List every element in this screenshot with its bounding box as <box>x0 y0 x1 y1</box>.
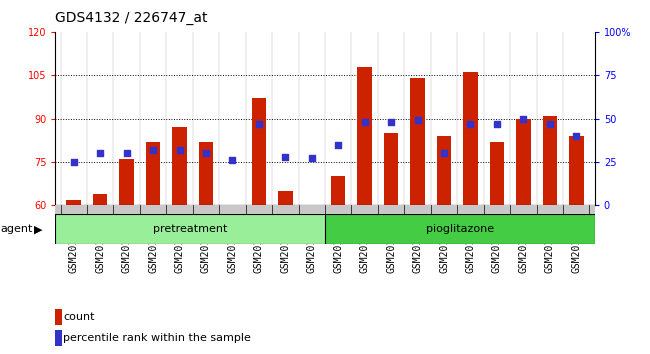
Bar <box>463 72 478 205</box>
Bar <box>516 119 530 205</box>
Point <box>465 121 476 127</box>
Text: count: count <box>63 312 95 322</box>
Text: pretreatment: pretreatment <box>153 224 228 234</box>
Bar <box>278 191 292 205</box>
Bar <box>543 116 557 205</box>
Point <box>227 158 238 163</box>
Point <box>148 147 159 153</box>
Bar <box>146 142 161 205</box>
Bar <box>358 67 372 205</box>
Point <box>386 119 396 125</box>
Point <box>571 133 582 139</box>
Text: ▶: ▶ <box>34 224 42 234</box>
Point <box>174 147 185 153</box>
Bar <box>66 200 81 205</box>
Bar <box>331 176 346 205</box>
Point <box>518 116 528 121</box>
Point <box>68 159 79 165</box>
Bar <box>120 159 134 205</box>
Point <box>122 150 132 156</box>
Text: pioglitazone: pioglitazone <box>426 224 494 234</box>
Point <box>333 142 343 147</box>
Bar <box>55 309 62 325</box>
Point <box>545 121 555 127</box>
Bar <box>437 136 451 205</box>
Bar <box>199 142 213 205</box>
Text: agent: agent <box>1 224 33 234</box>
Bar <box>172 127 187 205</box>
Text: GDS4132 / 226747_at: GDS4132 / 226747_at <box>55 11 208 25</box>
Point <box>412 118 423 123</box>
Bar <box>93 194 107 205</box>
Bar <box>410 78 425 205</box>
Bar <box>325 214 595 244</box>
Point <box>359 119 370 125</box>
Bar <box>55 214 325 244</box>
Bar <box>384 133 398 205</box>
Bar <box>55 330 62 346</box>
Point <box>439 150 449 156</box>
Point <box>280 154 291 160</box>
Bar <box>569 136 584 205</box>
Text: percentile rank within the sample: percentile rank within the sample <box>63 333 251 343</box>
Point <box>307 156 317 161</box>
Bar <box>252 98 266 205</box>
Bar <box>489 142 504 205</box>
Point <box>491 121 502 127</box>
Point <box>254 121 264 127</box>
Point <box>95 150 105 156</box>
Point <box>201 150 211 156</box>
